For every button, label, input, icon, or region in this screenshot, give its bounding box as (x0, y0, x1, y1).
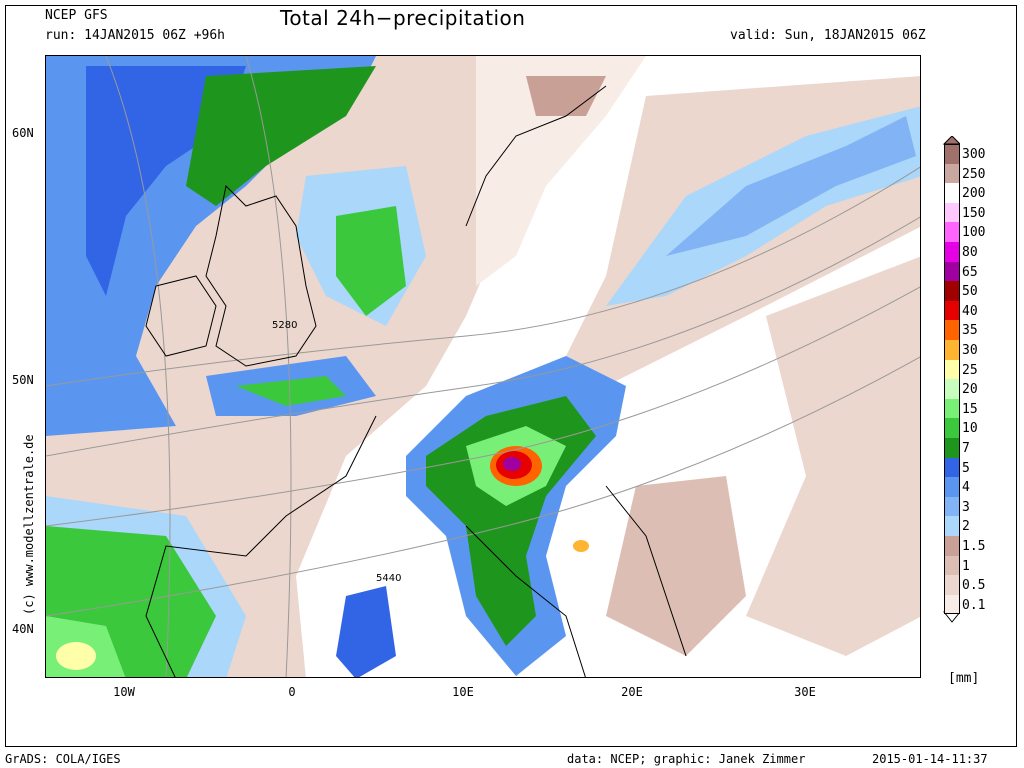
precipitation-map: 5280 5440 (45, 55, 921, 678)
legend-label: 10 (962, 421, 978, 437)
legend-swatch (944, 320, 960, 340)
legend-swatch (944, 300, 960, 321)
legend-label: 25 (962, 362, 978, 378)
legend-label: 40 (962, 303, 978, 319)
model-name: NCEP GFS (45, 8, 108, 23)
precip-spot-norway (526, 76, 606, 116)
map-title: Total 24h−precipitation (280, 6, 526, 30)
legend-swatch (944, 281, 960, 301)
height-contours (46, 56, 920, 677)
precip-area-north (476, 56, 646, 286)
legend-swatch (944, 496, 960, 517)
contour-label-5280: 5280 (272, 320, 297, 331)
legend-swatch (944, 477, 960, 497)
legend-top-arrow (942, 136, 960, 145)
legend-label: 15 (962, 401, 978, 417)
lon-label-20e: 20E (621, 685, 643, 699)
footer-software: GrADS: COLA/IGES (5, 752, 121, 766)
legend-swatch (944, 242, 960, 262)
legend-label: 0.1 (962, 597, 986, 613)
legend-label: 1.5 (962, 539, 986, 554)
lat-label-60n: 60N (12, 126, 34, 140)
legend-label: 150 (962, 205, 986, 221)
legend-swatch (944, 555, 960, 576)
legend-label: 20 (962, 382, 978, 398)
run-info: run: 14JAN2015 06Z +96h (45, 28, 226, 43)
legend-swatch (944, 594, 960, 615)
watermark: (c) www.modellzentrale.de (22, 434, 36, 615)
legend-swatch (944, 340, 960, 360)
precip-channel-green (236, 376, 346, 406)
lon-label-10w: 10W (113, 685, 135, 699)
map-svg: 5280 5440 (46, 56, 920, 677)
legend-swatch (944, 202, 960, 223)
precip-band-ne-mid (666, 116, 916, 256)
legend-label: 30 (962, 343, 978, 358)
precip-spot-adriatic (573, 540, 589, 552)
coast-scandinavia (465, 85, 607, 227)
precip-area-balkan (606, 476, 746, 656)
precip-sardinia (336, 586, 396, 677)
legend-label: 200 (962, 186, 986, 202)
legend-swatch (944, 398, 960, 419)
coast-france-iberia (145, 415, 377, 677)
legend-swatch (944, 457, 960, 478)
legend-swatch (944, 379, 960, 399)
precip-area-east (746, 256, 920, 656)
legend-label: 1 (962, 558, 970, 574)
lat-label-50n: 50N (12, 373, 34, 387)
legend-label: 0.5 (962, 578, 986, 594)
lon-label-10e: 10E (452, 685, 474, 699)
legend-unit: [mm] (948, 671, 980, 686)
legend: 300 250 200 150 100 80 65 50 40 35 30 25 20 15 10 7 5 4 3 2… (940, 136, 1020, 636)
coast-adriatic (605, 485, 687, 657)
legend-label: 300 (962, 147, 986, 162)
contour-label-5440: 5440 (376, 573, 401, 584)
precip-iberia-max (56, 642, 96, 670)
legend-label: 100 (962, 225, 986, 241)
legend-swatch (944, 575, 960, 595)
lon-label-0: 0 (288, 685, 296, 699)
legend-label: 250 (962, 166, 986, 182)
footer-timestamp: 2015-01-14-11:37 (872, 752, 988, 766)
coast-ireland (145, 275, 217, 357)
legend-label: 4 (962, 480, 970, 496)
coast-italy (465, 525, 586, 677)
lon-label-30e: 30E (794, 685, 816, 699)
legend-label: 2 (962, 519, 970, 535)
legend-label: 80 (962, 245, 978, 260)
coastlines (145, 85, 687, 677)
legend-swatch (944, 516, 960, 536)
legend-swatch (944, 183, 960, 203)
legend-label: 50 (962, 284, 978, 300)
legend-swatch (944, 261, 960, 282)
legend-swatch (944, 536, 960, 556)
precip-north-sea-green (336, 206, 406, 316)
footer-credits: data: NCEP; graphic: Janek Zimmer (567, 752, 806, 766)
legend-swatch (944, 144, 960, 164)
precip-atlantic-green (186, 66, 376, 206)
legend-swatch (944, 163, 960, 184)
legend-swatch (944, 438, 960, 458)
legend-label: 35 (962, 323, 978, 339)
legend-label: 3 (962, 499, 970, 515)
coast-great-britain (205, 184, 317, 367)
legend-label: 7 (962, 441, 970, 456)
legend-swatch (944, 359, 960, 380)
legend-swatch (944, 418, 960, 438)
outer-frame (5, 5, 1017, 747)
lat-label-40n: 40N (12, 622, 34, 636)
legend-label: 65 (962, 264, 978, 280)
legend-label: 5 (962, 460, 970, 476)
valid-time: valid: Sun, 18JAN2015 06Z (730, 28, 926, 43)
precip-max-purple (503, 457, 521, 471)
legend-swatch (944, 222, 960, 242)
